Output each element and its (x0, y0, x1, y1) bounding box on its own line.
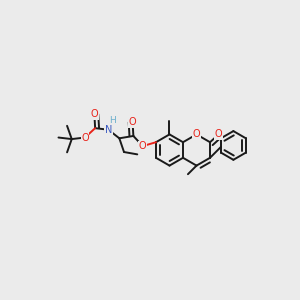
Text: H: H (109, 116, 116, 125)
Text: O: O (129, 117, 136, 127)
Text: O: O (193, 129, 200, 140)
Text: O: O (139, 141, 146, 151)
Text: O: O (81, 133, 89, 142)
Text: O: O (91, 110, 98, 119)
Text: N: N (105, 125, 112, 135)
Text: O: O (215, 129, 222, 140)
